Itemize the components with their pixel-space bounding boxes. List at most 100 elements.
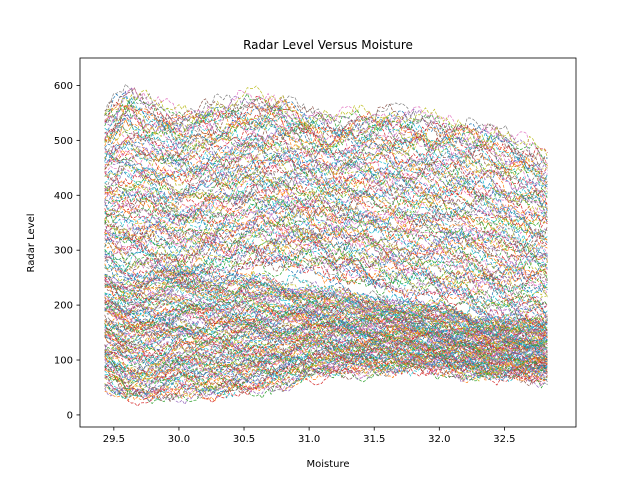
series-line (104, 244, 548, 322)
series-line (104, 133, 548, 200)
series-line (104, 264, 548, 327)
series-line (104, 305, 548, 349)
series-line (104, 267, 548, 330)
series-line (104, 93, 548, 166)
series-line (104, 349, 548, 392)
series-line (104, 210, 548, 281)
series-line (104, 358, 548, 401)
series-line (104, 297, 548, 348)
series-line (104, 99, 548, 168)
series-line (104, 219, 548, 296)
x-axis-ticks: 29.5 30.0 30.5 31.0 31.5 32.0 32.5 (103, 427, 516, 445)
series-line (104, 338, 548, 365)
series-line (104, 170, 548, 241)
y-tick-label: 100 (54, 356, 73, 367)
series-line (104, 307, 548, 351)
series-line (104, 207, 548, 280)
series-line (104, 135, 548, 212)
series-line (104, 186, 548, 258)
series-line (104, 192, 548, 261)
series-line (104, 232, 548, 306)
series-line (104, 351, 548, 389)
series-line (104, 264, 548, 332)
series-line (104, 339, 548, 370)
x-tick-label: 32.0 (428, 434, 450, 445)
x-tick-label: 31.0 (298, 434, 320, 445)
series-line (104, 274, 548, 334)
y-tick-label: 300 (54, 246, 73, 257)
series-line (104, 140, 548, 205)
series-line (104, 176, 548, 242)
x-tick-label: 32.5 (493, 434, 515, 445)
series-line (104, 95, 548, 182)
series-line (104, 83, 548, 160)
series-lines (104, 83, 548, 407)
series-line (104, 194, 548, 271)
series-line (104, 190, 548, 260)
series-line (104, 120, 548, 188)
series-line (104, 168, 548, 243)
y-tick-label: 0 (67, 410, 73, 421)
series-line (104, 322, 548, 355)
series-line (104, 214, 548, 283)
series-line (104, 332, 548, 362)
series-line (104, 305, 548, 346)
series-line (104, 256, 548, 332)
series-line (104, 290, 548, 338)
x-tick-label: 31.5 (363, 434, 385, 445)
series-line (104, 226, 548, 298)
x-tick-label: 30.5 (233, 434, 255, 445)
series-line (104, 238, 548, 308)
series-line (104, 347, 548, 381)
series-line (104, 245, 548, 321)
series-line (104, 129, 548, 198)
series-line (104, 85, 548, 158)
series-line (104, 330, 548, 363)
series-line (104, 183, 548, 256)
series-line (104, 170, 548, 246)
series-line (104, 87, 548, 166)
series-line (104, 208, 548, 276)
series-line (104, 347, 548, 384)
series-line (104, 295, 548, 344)
series-line (104, 187, 548, 262)
y-axis-ticks: 0 100 200 300 400 500 600 (54, 81, 80, 421)
series-line (104, 203, 548, 281)
series-line (104, 233, 548, 310)
series-line (104, 249, 548, 329)
series-line (104, 178, 548, 254)
series-line (104, 141, 548, 209)
series-line (104, 356, 548, 397)
series-line (104, 316, 548, 354)
y-tick-label: 500 (54, 136, 73, 147)
series-line (104, 281, 548, 336)
series-line (104, 155, 548, 226)
series-line (104, 352, 548, 388)
series-line (104, 108, 548, 173)
series-line (104, 345, 548, 378)
series-line (104, 212, 548, 287)
series-line (104, 97, 548, 181)
series-line (104, 322, 548, 356)
series-line (104, 330, 548, 363)
series-line (104, 354, 548, 397)
series-line (104, 117, 548, 193)
series-line (104, 360, 548, 406)
series-line (104, 279, 548, 340)
series-line (104, 125, 548, 201)
series-line (104, 327, 548, 362)
y-axis-label: Radar Level (26, 213, 37, 272)
series-line (104, 336, 548, 368)
series-line (104, 107, 548, 180)
series-line (104, 290, 548, 346)
series-line (104, 161, 548, 229)
plot-frame (79, 57, 577, 428)
chart-title: Radar Level Versus Moisture (243, 38, 413, 52)
series-line (104, 358, 548, 401)
series-line (104, 115, 548, 185)
y-tick-label: 600 (54, 81, 73, 92)
series-line (104, 95, 548, 158)
x-tick-label: 29.5 (103, 434, 125, 445)
series-line (104, 267, 548, 333)
